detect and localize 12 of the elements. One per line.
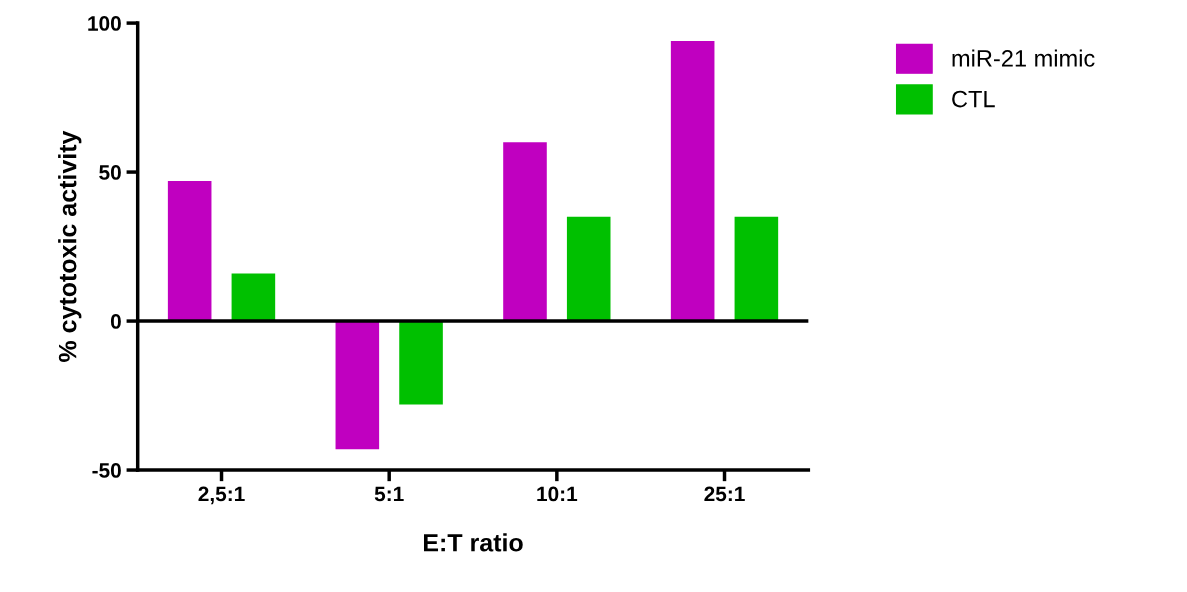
- legend-label: miR-21 mimic: [952, 49, 1095, 67]
- y-axis-title: % cytotoxic activity: [58, 130, 82, 362]
- x-tick-label: 10:1: [537, 486, 578, 502]
- y-tick-label: 50: [99, 165, 121, 180]
- x-tick-label: 2,5:1: [198, 486, 245, 505]
- legend-label: CTL: [952, 90, 995, 108]
- y-tick-label: 0: [110, 314, 121, 329]
- x-tick-label: 5:1: [374, 486, 404, 502]
- y-tick-label: 100: [88, 16, 121, 31]
- x-tick-label: 25:1: [704, 486, 745, 502]
- x-axis-title: E:T ratio: [424, 533, 523, 552]
- y-tick-label: -50: [92, 463, 121, 478]
